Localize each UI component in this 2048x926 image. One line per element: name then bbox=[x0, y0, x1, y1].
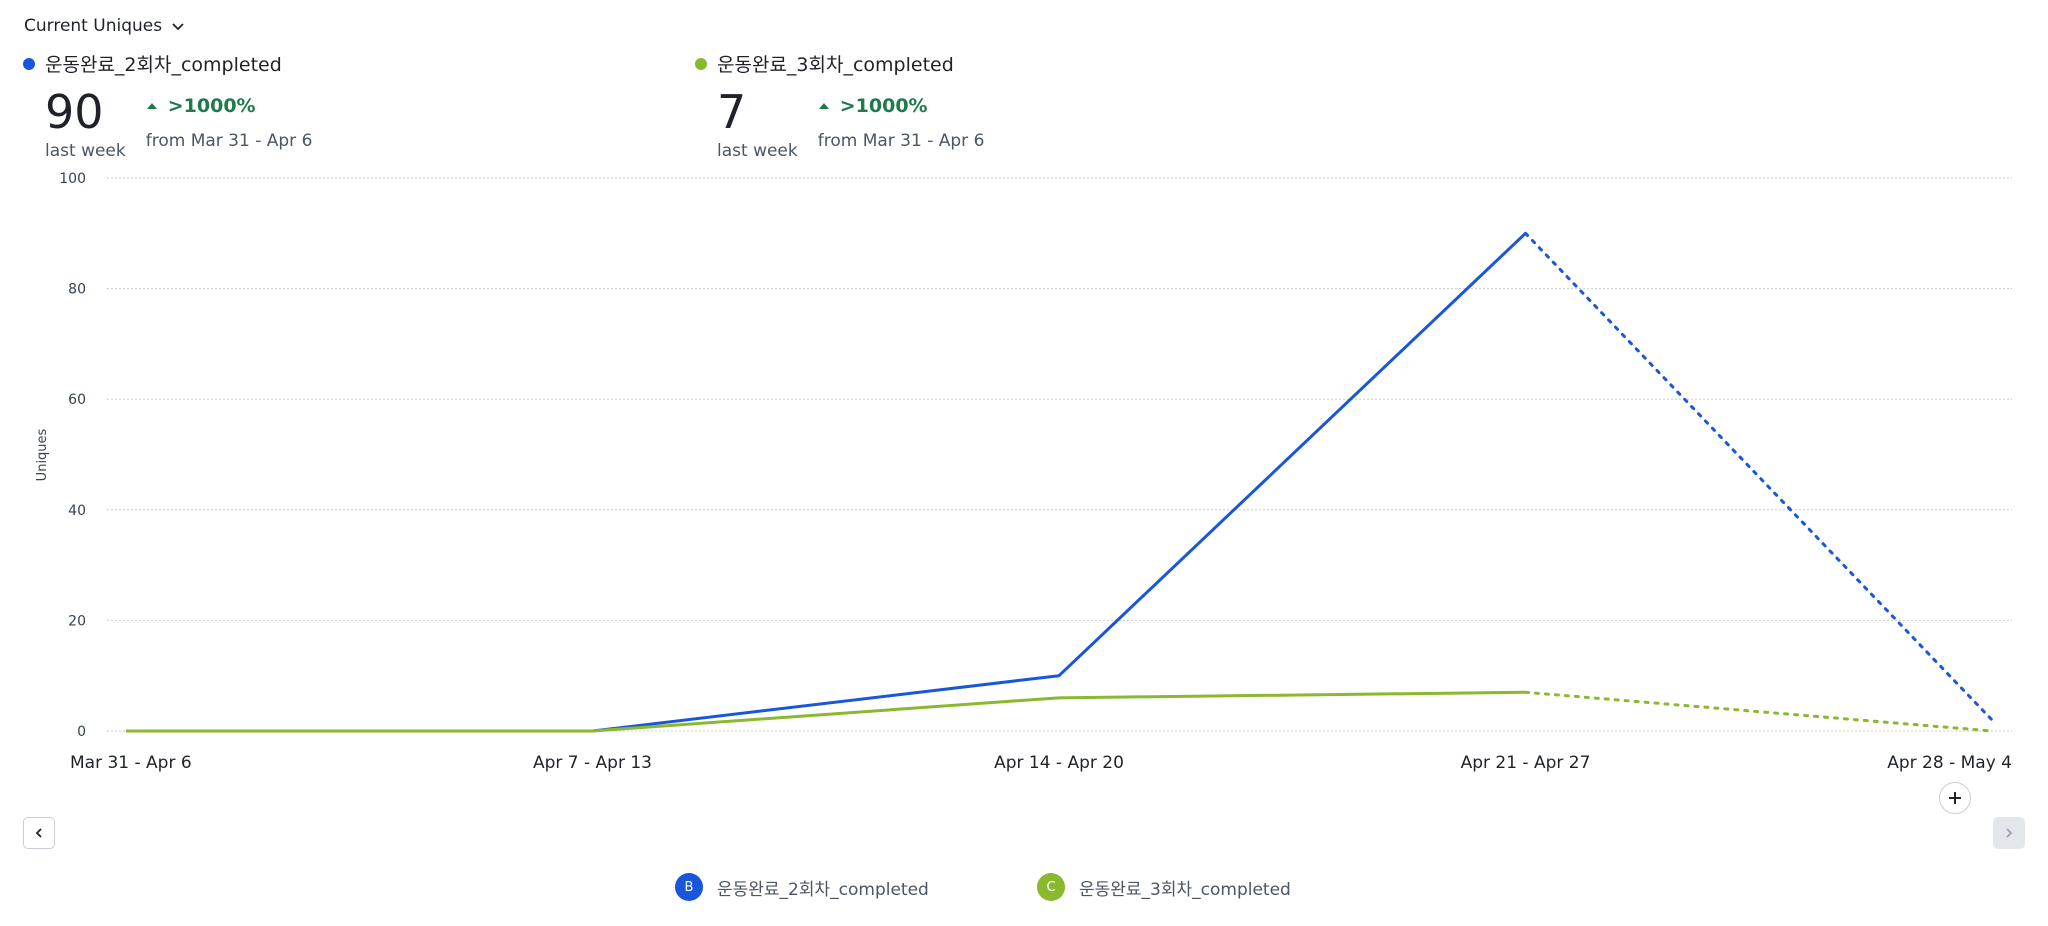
y-axis-label: Uniques bbox=[35, 428, 50, 481]
metric-dropdown[interactable]: Current Uniques bbox=[24, 16, 186, 36]
y-tick-label: 60 bbox=[68, 392, 86, 408]
add-annotation-button[interactable] bbox=[1939, 782, 1971, 814]
series-line-incomplete-c[interactable] bbox=[1524, 690, 1994, 733]
summary-delta: >1000% bbox=[839, 95, 928, 117]
legend-badge: C bbox=[1037, 873, 1065, 901]
summary-value: 7 bbox=[717, 85, 747, 139]
series-dot-icon bbox=[695, 57, 707, 70]
series-line-c[interactable] bbox=[126, 690, 1526, 733]
legend-badge: B bbox=[675, 873, 703, 901]
series-line-b[interactable] bbox=[126, 232, 1527, 733]
legend-item-c[interactable]: C 운동완료_3회차_completed bbox=[1037, 873, 1291, 901]
summary-delta: >1000% bbox=[167, 95, 256, 117]
summary-delta-from: from Mar 31 - Apr 6 bbox=[817, 131, 985, 151]
y-tick-label: 40 bbox=[68, 503, 86, 519]
x-tick-label: Apr 28 - May 4 bbox=[1887, 753, 2012, 773]
series-line-incomplete-b[interactable] bbox=[1524, 231, 1994, 722]
summary-period: last week bbox=[45, 141, 126, 161]
plus-icon bbox=[1949, 792, 1961, 804]
metric-dropdown-label: Current Uniques bbox=[24, 16, 163, 36]
legend-label: 운동완료_3회차_completed bbox=[1079, 879, 1291, 900]
y-tick-label: 0 bbox=[77, 724, 86, 740]
x-tick-label: Apr 7 - Apr 13 bbox=[533, 753, 652, 773]
y-tick-label: 100 bbox=[59, 171, 86, 187]
summary-series-name: 운동완료_2회차_completed bbox=[45, 54, 282, 76]
chevron-down-icon bbox=[172, 23, 184, 31]
y-tick-label: 80 bbox=[68, 282, 86, 298]
legend-label: 운동완료_2회차_completed bbox=[717, 879, 929, 900]
caret-up-icon bbox=[818, 103, 829, 109]
x-tick-label: Apr 21 - Apr 27 bbox=[1461, 753, 1591, 773]
chevron-left-icon bbox=[35, 828, 42, 838]
summary-card-b: 운동완료_2회차_completed 90 last week >1000% f… bbox=[23, 50, 312, 161]
summary-delta-from: from Mar 31 - Apr 6 bbox=[145, 131, 313, 151]
summary-series-name: 운동완료_3회차_completed bbox=[717, 54, 954, 76]
legend-item-b[interactable]: B 운동완료_2회차_completed bbox=[675, 873, 929, 901]
caret-up-icon bbox=[146, 103, 157, 109]
previous-page-button[interactable] bbox=[23, 817, 55, 849]
summary-card-c: 운동완료_3회차_completed 7 last week >1000% fr… bbox=[695, 50, 984, 161]
next-page-button[interactable] bbox=[1993, 817, 2025, 849]
chart-legend: B 운동완료_2회차_completed C 운동완료_3회차_complete… bbox=[0, 873, 2048, 903]
summary-value: 90 bbox=[45, 85, 104, 139]
x-tick-label: Mar 31 - Apr 6 bbox=[70, 753, 192, 773]
summary-period: last week bbox=[717, 141, 798, 161]
chevron-right-icon bbox=[2006, 828, 2013, 838]
y-tick-label: 20 bbox=[68, 613, 86, 629]
series-dot-icon bbox=[23, 57, 35, 70]
x-tick-label: Apr 14 - Apr 20 bbox=[994, 753, 1124, 773]
